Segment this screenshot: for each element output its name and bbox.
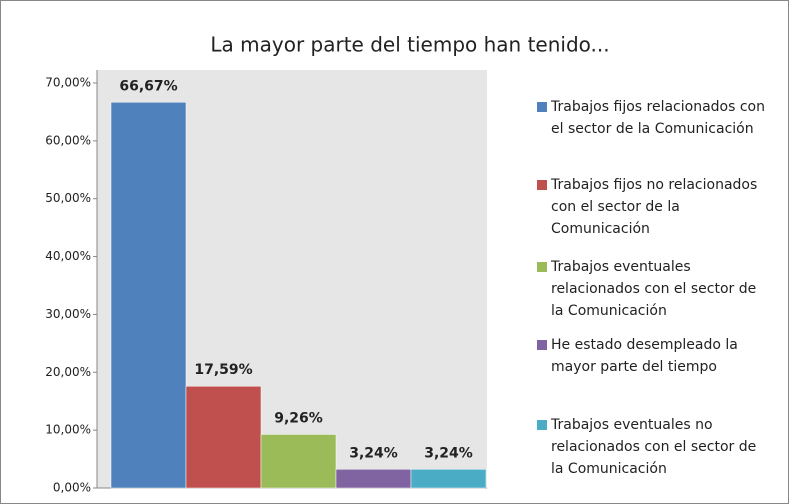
y-tick-label: 40,00% [45,249,91,263]
legend-entry: Trabajos eventuales no relacionados con … [537,414,767,480]
data-label: 66,67% [119,78,177,94]
y-tick-label: 20,00% [45,365,91,379]
legend-label: Trabajos eventuales no relacionados con … [551,417,757,477]
legend-label: He estado desempleado la mayor parte del… [551,337,738,375]
y-tick-label: 50,00% [45,191,91,205]
y-tick-label: 10,00% [45,423,91,437]
data-label: 3,24% [424,445,473,461]
data-label: 9,26% [274,410,323,426]
legend-swatch [537,420,547,430]
data-label: 3,24% [349,445,398,461]
bar [335,469,412,489]
legend-swatch [537,340,547,350]
y-tick-label: 0,00% [53,481,91,495]
legend-entry: Trabajos fijos relacionados con el secto… [537,96,767,140]
legend-swatch [537,180,547,190]
y-tick-label: 60,00% [45,133,91,147]
legend-label: Trabajos eventuales relacionados con el … [551,259,757,319]
data-label: 17,59% [194,362,252,378]
legend-label: Trabajos fijos no relacionados con el se… [551,177,758,237]
y-tick-label: 70,00% [45,76,91,90]
bar [410,469,487,489]
legend-swatch [537,102,547,112]
legend-entry: He estado desempleado la mayor parte del… [537,334,767,378]
bar [110,102,187,489]
bar [260,434,337,489]
y-tick-label: 30,00% [45,307,91,321]
bar [185,385,262,489]
legend-entry: Trabajos fijos no relacionados con el se… [537,174,767,240]
legend-entry: Trabajos eventuales relacionados con el … [537,256,767,322]
legend-label: Trabajos fijos relacionados con el secto… [551,99,765,137]
chart-title: La mayor parte del tiempo han tenido... [210,33,609,57]
legend-swatch [537,262,547,272]
